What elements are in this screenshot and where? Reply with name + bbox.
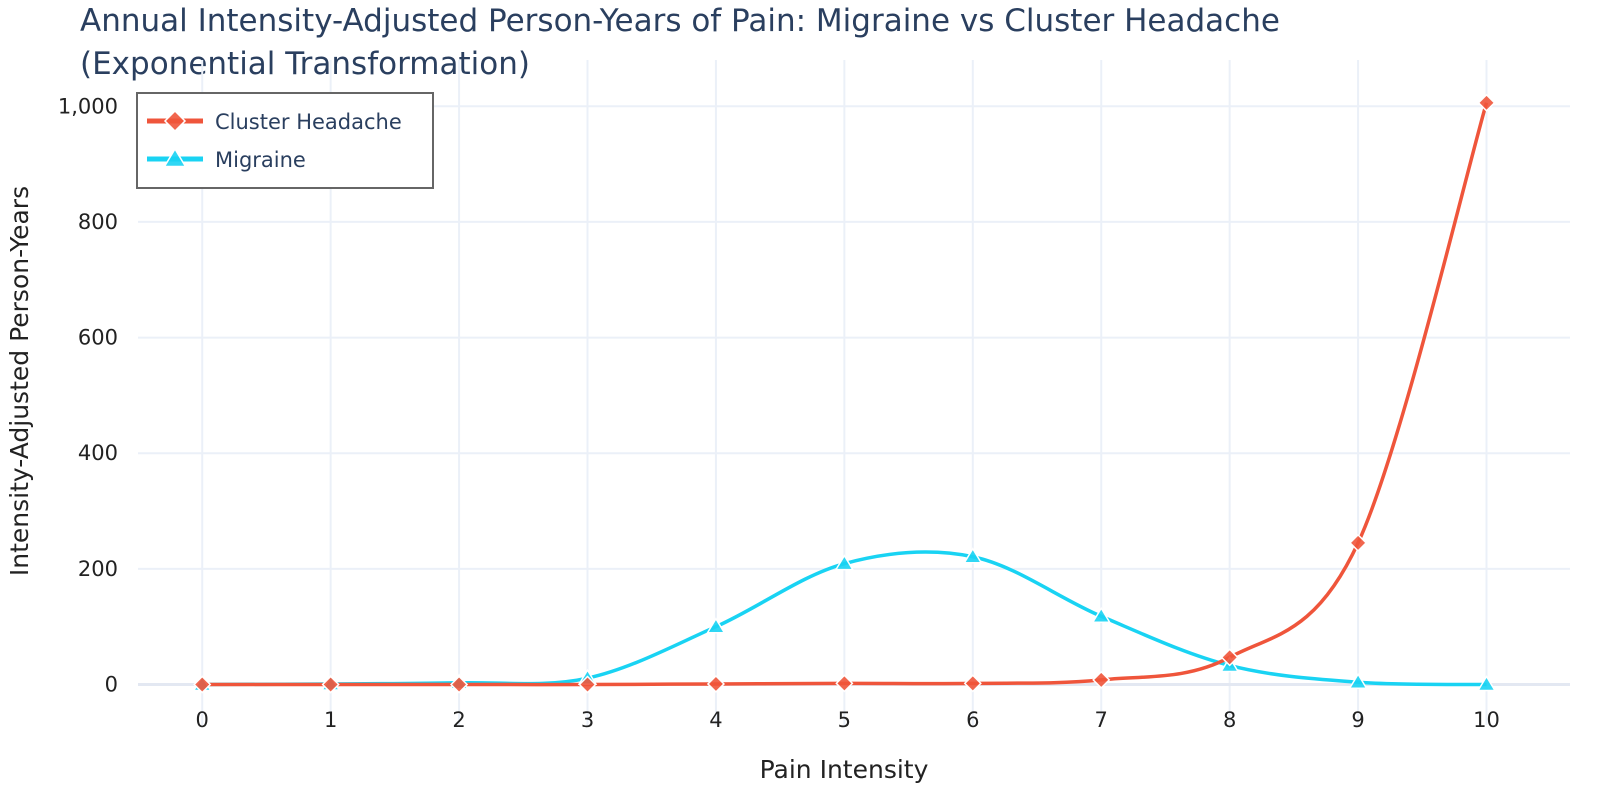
data-point-marker[interactable]	[1476, 675, 1497, 692]
y-axis-ticks: 0 200 400 600 800 1,000	[58, 94, 118, 696]
legend-items: Cluster Headache Migraine	[147, 109, 402, 172]
data-point-marker[interactable]	[706, 674, 725, 694]
legend-item-cluster-headache[interactable]: Cluster Headache	[147, 109, 402, 134]
legend-label: Migraine	[215, 148, 306, 172]
legend-marker-swatch	[163, 109, 187, 133]
x-tick-label: 8	[1223, 708, 1236, 732]
x-tick-label: 0	[196, 708, 209, 732]
data-point-marker[interactable]	[1348, 672, 1368, 689]
chart-title-line-2: (Exponential Transformation)	[80, 46, 530, 82]
x-tick-label: 5	[838, 708, 851, 732]
data-point-marker[interactable]	[1220, 648, 1239, 667]
data-point-marker[interactable]	[1477, 93, 1496, 112]
chart-title: Annual Intensity-Adjusted Person-Years o…	[80, 0, 1580, 86]
y-axis-title: Intensity-Adjusted Person-Years	[5, 186, 34, 576]
legend-box	[136, 92, 434, 189]
legend[interactable]: Cluster Headache Migraine	[136, 92, 434, 189]
data-point-marker[interactable]	[1349, 533, 1368, 552]
x-tick-label: 6	[966, 708, 979, 732]
series-layer	[192, 93, 1497, 694]
data-point-marker[interactable]	[835, 674, 854, 693]
data-point-marker[interactable]	[578, 675, 597, 694]
x-tick-label: 2	[452, 708, 465, 732]
y-tick-label: 0	[105, 673, 118, 697]
y-tick-label: 600	[78, 326, 118, 350]
y-tick-label: 400	[78, 441, 118, 465]
y-tick-label: 800	[78, 210, 118, 234]
chart-title-line-1: Annual Intensity-Adjusted Person-Years o…	[80, 3, 1280, 39]
series-line-cluster-headache[interactable]	[202, 102, 1489, 687]
legend-marker-swatch	[163, 147, 187, 168]
data-point-marker[interactable]	[1091, 606, 1111, 624]
data-point-marker[interactable]	[706, 617, 726, 634]
x-tick-label: 7	[1095, 708, 1108, 732]
x-tick-label: 1	[324, 708, 337, 732]
data-point-marker[interactable]	[193, 675, 212, 694]
data-point-marker[interactable]	[1092, 670, 1111, 689]
x-tick-label: 3	[581, 708, 594, 732]
x-tick-label: 9	[1351, 708, 1364, 732]
data-point-marker[interactable]	[321, 675, 340, 694]
x-axis-ticks: 0 1 2 3 4 5 6 7 8 9 10	[196, 708, 1500, 732]
series-markers-cluster-headache	[193, 93, 1496, 694]
x-axis-title: Pain Intensity	[760, 755, 929, 784]
legend-label: Cluster Headache	[215, 110, 402, 134]
data-point-marker[interactable]	[963, 547, 983, 564]
x-tick-label: 10	[1473, 708, 1500, 732]
data-point-marker[interactable]	[450, 675, 469, 694]
y-tick-label: 200	[78, 557, 118, 581]
data-point-marker[interactable]	[834, 554, 855, 571]
y-tick-label: 1,000	[58, 94, 118, 118]
data-point-marker[interactable]	[963, 674, 982, 693]
legend-item-migraine[interactable]: Migraine	[147, 147, 306, 172]
x-tick-label: 4	[709, 708, 722, 732]
